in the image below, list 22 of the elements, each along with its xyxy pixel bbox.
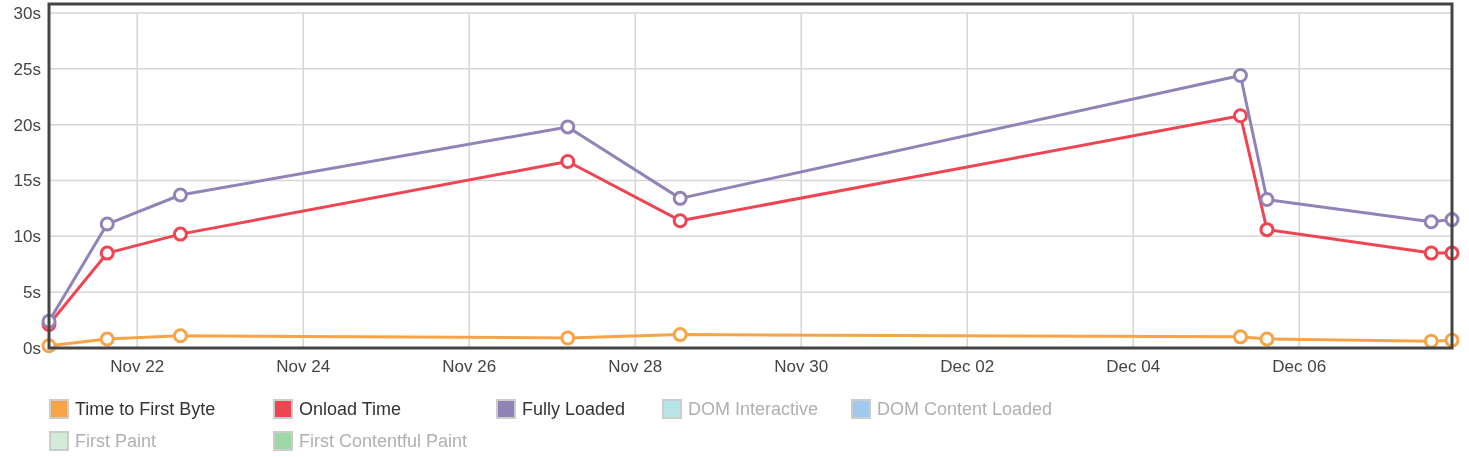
- x-tick-label: Nov 22: [110, 357, 165, 376]
- legend-label: Onload Time: [299, 399, 402, 420]
- x-tick-label: Dec 02: [940, 357, 995, 376]
- y-tick-label: 0s: [23, 338, 41, 358]
- legend-label: DOM Interactive: [688, 399, 819, 420]
- y-tick-label: 10s: [13, 227, 41, 247]
- y-tick-label: 30s: [13, 3, 41, 23]
- x-tick-label: Nov 26: [442, 357, 497, 376]
- x-tick-label: Nov 30: [774, 357, 829, 376]
- y-tick-label: 5s: [23, 283, 41, 303]
- y-tick-label: 15s: [13, 171, 41, 191]
- y-tick-label: 20s: [13, 115, 41, 135]
- legend-label: First Contentful Paint: [299, 431, 468, 452]
- legend-label: Fully Loaded: [522, 399, 626, 420]
- x-tick-label: Dec 04: [1106, 357, 1161, 376]
- x-tick-label: Dec 06: [1272, 357, 1327, 376]
- x-tick-label: Nov 24: [276, 357, 331, 376]
- x-tick-label: Nov 28: [608, 357, 663, 376]
- legend-label: Time to First Byte: [75, 399, 216, 420]
- legend-label: DOM Content Loaded: [877, 399, 1053, 420]
- y-tick-label: 25s: [13, 59, 41, 79]
- legend-label: First Paint: [75, 431, 157, 452]
